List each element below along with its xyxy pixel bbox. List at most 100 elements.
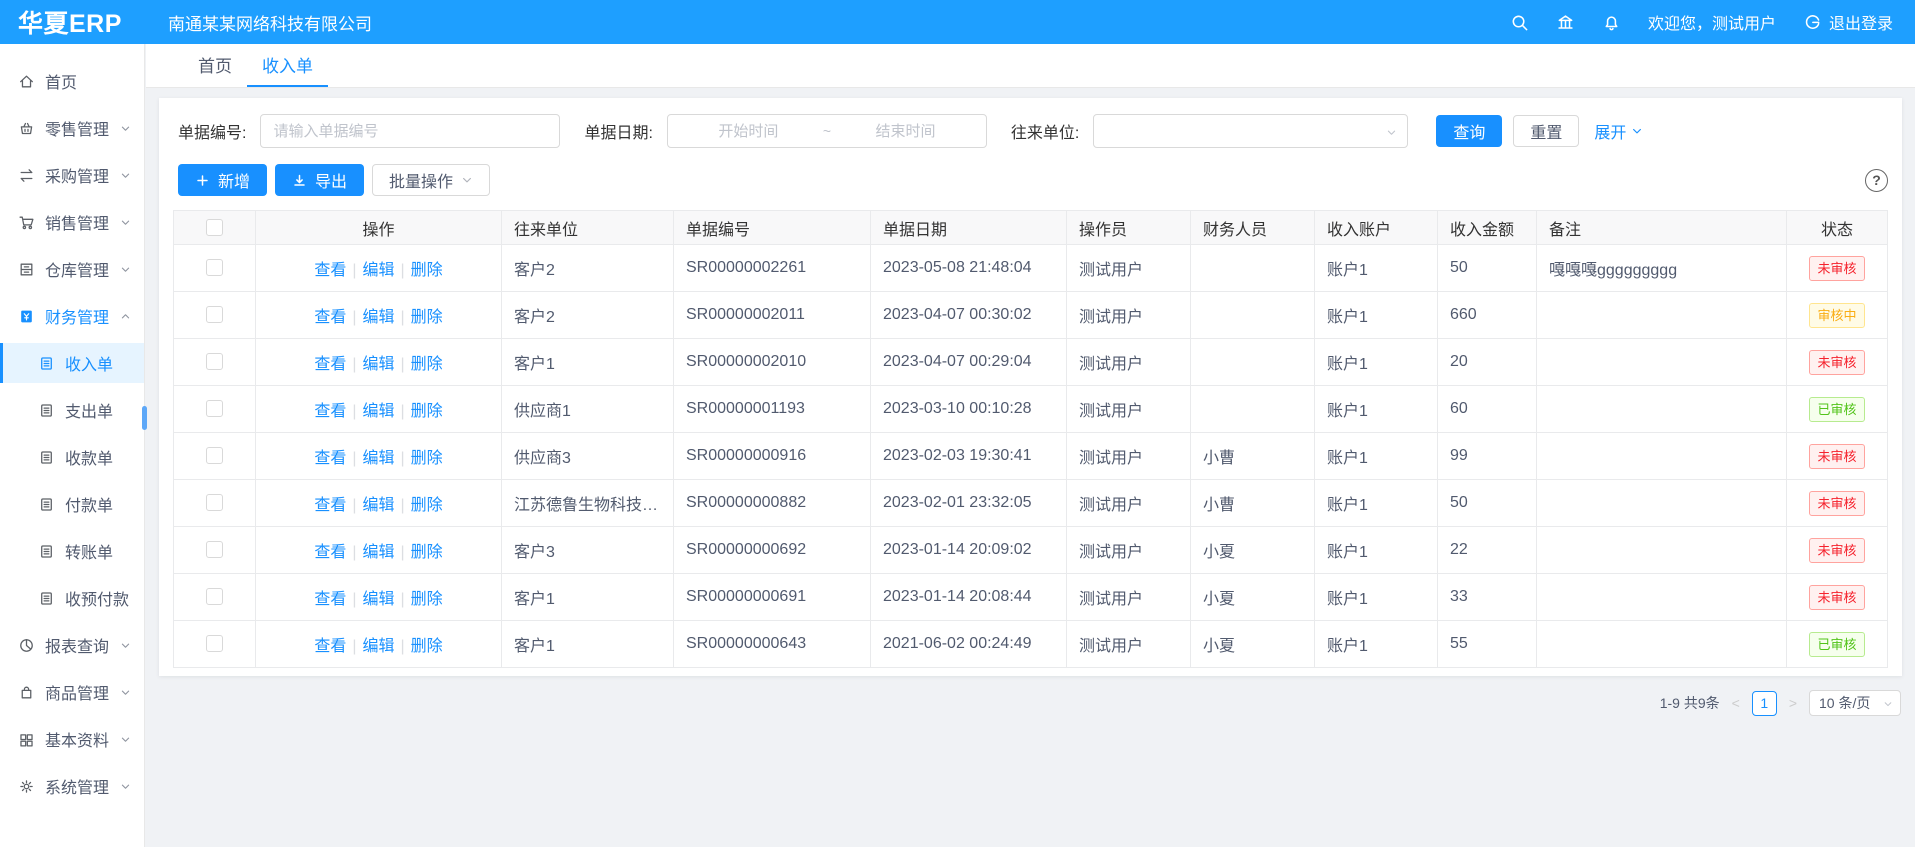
- sidebar-scrollbar-thumb[interactable]: [142, 406, 147, 430]
- view-link[interactable]: 查看: [314, 591, 347, 608]
- date-start-input[interactable]: [677, 122, 819, 140]
- date-range-picker[interactable]: ~: [666, 114, 987, 148]
- sidebar-item-sales[interactable]: 销售管理: [0, 202, 144, 242]
- sidebar-item-label: 报表查询: [45, 639, 110, 656]
- search-button[interactable]: 查询: [1436, 115, 1503, 147]
- logout-button[interactable]: 退出登录: [1803, 10, 1893, 34]
- delete-link[interactable]: 删除: [410, 356, 443, 373]
- reset-button[interactable]: 重置: [1513, 115, 1580, 147]
- bank-icon[interactable]: [1556, 13, 1575, 32]
- row-checkbox[interactable]: [206, 306, 223, 324]
- sidebar-item-warehouse[interactable]: 仓库管理: [0, 249, 144, 289]
- row-checkbox[interactable]: [206, 541, 223, 559]
- edit-link[interactable]: 编辑: [362, 591, 395, 608]
- edit-link[interactable]: 编辑: [362, 638, 395, 655]
- table-row: 查看 | 编辑 | 删除 供应商3 SR00000000916 2023-02-03 19:3…: [173, 432, 1888, 480]
- sidebar-subitem-5[interactable]: 收预付款: [0, 578, 144, 618]
- goods-icon: [18, 684, 35, 701]
- view-link[interactable]: 查看: [314, 497, 347, 514]
- view-link[interactable]: 查看: [314, 638, 347, 655]
- export-label: 导出: [315, 174, 348, 191]
- delete-link[interactable]: 删除: [410, 638, 443, 655]
- tab-home[interactable]: 首页: [198, 57, 232, 76]
- cell-no: SR00000002010: [673, 338, 871, 386]
- cell-account: 账户1: [1314, 620, 1438, 668]
- edit-link[interactable]: 编辑: [362, 544, 395, 561]
- date-end-input[interactable]: [835, 122, 976, 140]
- view-link[interactable]: 查看: [314, 403, 347, 420]
- sidebar-item-label: 采购管理: [45, 169, 110, 186]
- edit-link[interactable]: 编辑: [362, 262, 395, 279]
- edit-link[interactable]: 编辑: [362, 403, 395, 420]
- sidebar-subitem-1[interactable]: 支出单: [0, 390, 144, 430]
- action-separator: |: [352, 638, 357, 655]
- row-checkbox[interactable]: [206, 259, 223, 277]
- edit-link[interactable]: 编辑: [362, 356, 395, 373]
- doc-no-input[interactable]: [260, 114, 561, 148]
- sidebar-item-purchase[interactable]: 采购管理: [0, 155, 144, 195]
- edit-link[interactable]: 编辑: [362, 309, 395, 326]
- cell-finance: 小曹: [1190, 479, 1315, 527]
- view-link[interactable]: 查看: [314, 356, 347, 373]
- next-page-button[interactable]: >: [1788, 695, 1797, 711]
- export-button[interactable]: 导出: [275, 164, 365, 196]
- search-icon[interactable]: [1510, 13, 1529, 32]
- cell-account: 账户1: [1314, 244, 1438, 292]
- main-area: 首页 收入单 单据编号: 单据日期: ~: [146, 44, 1915, 847]
- expand-label: 展开: [1594, 125, 1627, 142]
- cell-operator: 测试用户: [1066, 620, 1191, 668]
- select-all-checkbox[interactable]: [206, 218, 223, 236]
- sidebar-item-retail[interactable]: 零售管理: [0, 108, 144, 148]
- sidebar-subitem-4[interactable]: 转账单: [0, 531, 144, 571]
- row-checkbox[interactable]: [206, 400, 223, 418]
- sidebar-item-goods[interactable]: 商品管理: [0, 672, 144, 712]
- delete-link[interactable]: 删除: [410, 309, 443, 326]
- sidebar-subitem-label: 收入单: [65, 357, 114, 374]
- sidebar-subitem-label: 收预付款: [65, 592, 130, 609]
- delete-link[interactable]: 删除: [410, 403, 443, 420]
- sidebar-subitem-2[interactable]: 收款单: [0, 437, 144, 477]
- add-button[interactable]: 新增: [178, 164, 268, 196]
- view-link[interactable]: 查看: [314, 262, 347, 279]
- cell-remark: [1536, 338, 1787, 386]
- edit-link[interactable]: 编辑: [362, 497, 395, 514]
- sidebar-item-home[interactable]: 首页: [0, 61, 144, 101]
- cell-no: SR00000001193: [673, 385, 871, 433]
- partner-select[interactable]: [1093, 114, 1409, 148]
- edit-link[interactable]: 编辑: [362, 450, 395, 467]
- sidebar-item-label: 首页: [45, 75, 78, 92]
- sidebar-subitem-0[interactable]: 收入单: [0, 343, 144, 383]
- action-separator: |: [400, 262, 405, 279]
- sidebar-item-report[interactable]: 报表查询: [0, 625, 144, 665]
- help-icon[interactable]: ?: [1865, 168, 1888, 192]
- row-checkbox[interactable]: [206, 353, 223, 371]
- cell-finance: 小曹: [1190, 432, 1315, 480]
- page-size-select[interactable]: 10 条/页: [1809, 690, 1901, 716]
- view-link[interactable]: 查看: [314, 450, 347, 467]
- page-1-button[interactable]: 1: [1751, 690, 1777, 716]
- row-checkbox[interactable]: [206, 588, 223, 606]
- view-link[interactable]: 查看: [314, 309, 347, 326]
- sidebar-subitem-3[interactable]: 付款单: [0, 484, 144, 524]
- delete-link[interactable]: 删除: [410, 544, 443, 561]
- view-link[interactable]: 查看: [314, 544, 347, 561]
- prev-page-button[interactable]: <: [1731, 695, 1740, 711]
- cell-amount: 20: [1437, 338, 1537, 386]
- expand-link[interactable]: 展开: [1594, 119, 1643, 143]
- chevron-down-icon: [120, 640, 131, 651]
- delete-link[interactable]: 删除: [410, 262, 443, 279]
- sidebar-item-basedata[interactable]: 基本资料: [0, 719, 144, 759]
- delete-link[interactable]: 删除: [410, 497, 443, 514]
- bell-icon[interactable]: [1602, 13, 1621, 32]
- sidebar-item-finance[interactable]: 财务管理: [0, 296, 144, 336]
- batch-actions-button[interactable]: 批量操作: [372, 164, 491, 196]
- cell-account: 账户1: [1314, 526, 1438, 574]
- delete-link[interactable]: 删除: [410, 450, 443, 467]
- tab-income-receipt[interactable]: 收入单: [247, 44, 328, 87]
- row-checkbox[interactable]: [206, 635, 223, 653]
- row-checkbox[interactable]: [206, 494, 223, 512]
- row-checkbox[interactable]: [206, 447, 223, 465]
- sidebar-item-system[interactable]: 系统管理: [0, 766, 144, 806]
- delete-link[interactable]: 删除: [410, 591, 443, 608]
- cell-operator: 测试用户: [1066, 244, 1191, 292]
